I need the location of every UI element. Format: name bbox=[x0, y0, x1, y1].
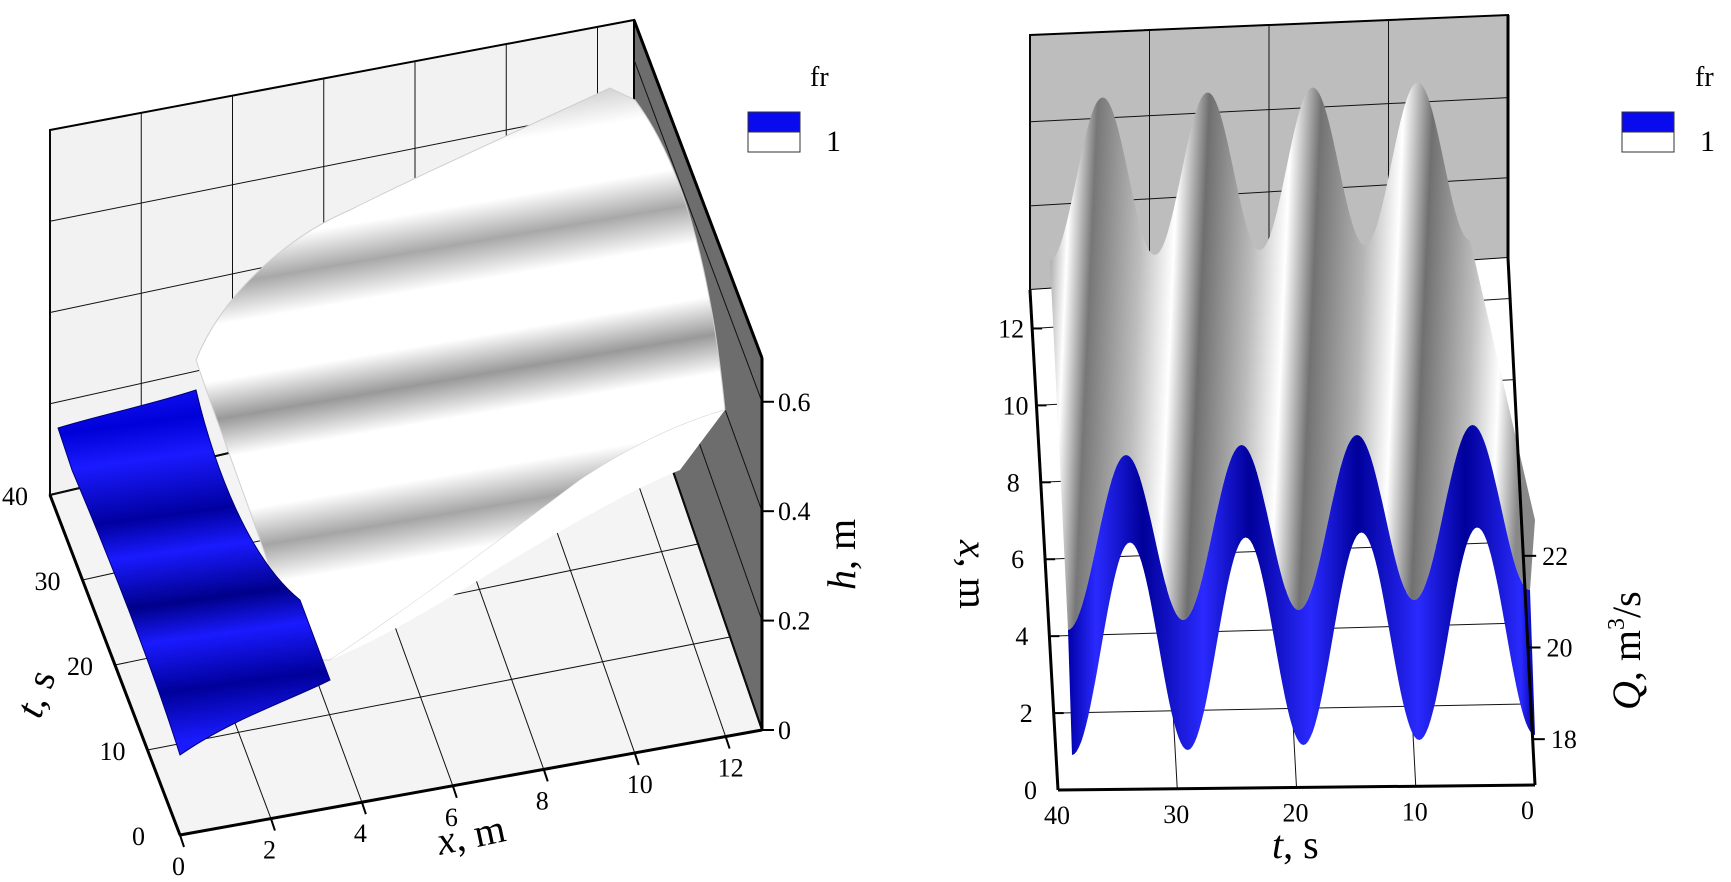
left-t-gridline bbox=[147, 636, 731, 751]
right-x-tick-label: 8 bbox=[1007, 468, 1020, 497]
left-surface-supercritical bbox=[57, 389, 331, 756]
left-t-tick-label: 40 bbox=[2, 482, 28, 511]
right-x-tick-label: 2 bbox=[1020, 699, 1033, 728]
left-legend: fr 1 bbox=[747, 62, 841, 158]
left-t-tick-label: 0 bbox=[132, 822, 145, 851]
left-surface-front bbox=[330, 410, 725, 660]
right-t-title: t, s bbox=[1272, 822, 1319, 867]
left-t-tick-label: 20 bbox=[67, 652, 93, 681]
right-plot: 40 30 20 10 0 0 2 4 6 8 10 12 18 20 22 t, s x, m Q, m3… bbox=[951, 13, 1715, 867]
right-legend-swatch-white bbox=[1621, 131, 1675, 153]
left-x-tick-label: 6 bbox=[445, 803, 458, 832]
left-x-tick-mark bbox=[179, 834, 185, 848]
right-x-tick-label: 10 bbox=[1002, 391, 1028, 420]
left-z-tick-label: 0.2 bbox=[778, 607, 811, 636]
left-ticks: 0 2 4 6 8 10 12 0 10 20 30 40 0 0.2 0.4 0.6 bbox=[2, 388, 811, 881]
left-legend-label: 1 bbox=[826, 125, 841, 158]
right-surface-subcritical bbox=[1050, 82, 1535, 630]
left-x-tick-mark bbox=[269, 818, 276, 831]
left-top-edge bbox=[632, 19, 764, 359]
right-legend: fr 1 bbox=[1621, 62, 1715, 158]
left-z-title: h, m bbox=[819, 519, 864, 590]
right-x-tick-label: 4 bbox=[1015, 622, 1028, 651]
right-q-tick-label: 22 bbox=[1542, 542, 1568, 571]
left-z-tick-label: 0.4 bbox=[778, 497, 811, 526]
left-legend-swatch-blue bbox=[747, 111, 801, 133]
right-x-tick-label: 12 bbox=[998, 314, 1024, 343]
left-x-axis-line bbox=[179, 728, 763, 837]
right-t-tick-label: 10 bbox=[1402, 797, 1428, 826]
left-z-gridline bbox=[633, 59, 763, 402]
right-legend-label: 1 bbox=[1700, 125, 1715, 158]
left-x-tick-mark bbox=[542, 769, 549, 782]
right-q-tick-label: 18 bbox=[1551, 725, 1577, 754]
left-x-tick-mark bbox=[360, 801, 367, 815]
right-x-axis-line bbox=[1028, 289, 1060, 791]
right-t-axis-line bbox=[1057, 783, 1536, 792]
left-plot: 0 2 4 6 8 10 12 0 10 20 30 40 0 0.2 0.4 0.6 x, m t, s h… bbox=[2, 18, 864, 881]
right-t-tick-label: 40 bbox=[1044, 801, 1070, 830]
right-x-tick-label: 0 bbox=[1024, 776, 1037, 805]
right-t-tick-label: 30 bbox=[1163, 800, 1189, 829]
left-t-tick-label: 10 bbox=[100, 737, 126, 766]
left-x-tick-mark bbox=[451, 785, 458, 799]
right-legend-title: fr bbox=[1695, 62, 1714, 93]
left-x-tick-label: 12 bbox=[718, 754, 744, 783]
left-x-tick-mark bbox=[724, 736, 731, 749]
right-x-tick-label: 6 bbox=[1011, 545, 1024, 574]
right-q-tick-label: 20 bbox=[1547, 634, 1573, 663]
left-z-tick-label: 0 bbox=[778, 716, 791, 745]
right-x-title: x, m bbox=[951, 539, 996, 609]
right-surface-supercritical bbox=[1068, 425, 1535, 755]
left-t-tick-label: 30 bbox=[35, 567, 61, 596]
left-z-tick-label: 0.6 bbox=[778, 388, 811, 417]
right-t-tick-label: 20 bbox=[1283, 799, 1309, 828]
left-x-tick-label: 0 bbox=[172, 852, 185, 881]
right-q-axis-line bbox=[1506, 257, 1537, 786]
right-q-title: Q, m3/s bbox=[1604, 591, 1649, 710]
right-t-tick-label: 0 bbox=[1521, 796, 1534, 825]
left-t-axis-line bbox=[48, 494, 182, 836]
left-legend-title: fr bbox=[810, 62, 829, 93]
right-ticks: 40 30 20 10 0 0 2 4 6 8 10 12 18 20 22 bbox=[998, 314, 1577, 830]
left-x-tick-mark bbox=[633, 752, 640, 766]
left-t-title: t, s bbox=[6, 664, 64, 723]
left-x-tick-label: 2 bbox=[263, 836, 276, 865]
left-x-tick-label: 4 bbox=[354, 819, 367, 848]
right-legend-swatch-blue bbox=[1621, 111, 1675, 133]
left-x-tick-label: 10 bbox=[627, 770, 653, 799]
left-x-title: x, m bbox=[432, 805, 510, 864]
left-legend-swatch-white bbox=[747, 131, 801, 153]
left-x-tick-label: 8 bbox=[536, 786, 549, 815]
